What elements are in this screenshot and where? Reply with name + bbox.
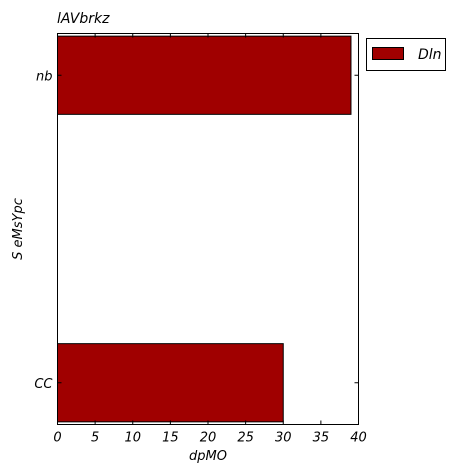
legend-swatch xyxy=(372,47,404,60)
plot-area: 0 5 10 15 20 25 30 35 40 CC nb xyxy=(34,33,367,446)
x-axis-label: dpMO xyxy=(189,449,227,464)
bar-CC xyxy=(57,343,284,423)
x-tick-label: 20 xyxy=(200,431,217,446)
y-tick-label: CC xyxy=(34,377,53,392)
chart-title: lAVbrkz xyxy=(57,11,110,27)
legend: Dln xyxy=(366,38,446,71)
x-tick-label: 10 xyxy=(124,431,141,446)
x-tick-label: 15 xyxy=(162,431,179,446)
bar-nb xyxy=(57,35,352,115)
x-axis-ticks: 0 5 10 15 20 25 30 35 40 xyxy=(53,33,367,446)
y-axis-ticks: CC nb xyxy=(34,69,359,392)
x-tick-label: 5 xyxy=(91,431,99,446)
x-tick-label: 0 xyxy=(53,431,61,446)
bar-group xyxy=(57,35,352,423)
y-tick-label: nb xyxy=(36,69,53,84)
legend-label: Dln xyxy=(418,47,442,63)
y-axis-label: S eMsYpc xyxy=(11,198,26,260)
x-tick-label: 25 xyxy=(237,431,254,446)
x-tick-label: 35 xyxy=(313,431,330,446)
x-tick-label: 30 xyxy=(275,431,292,446)
x-tick-label: 40 xyxy=(350,431,367,446)
